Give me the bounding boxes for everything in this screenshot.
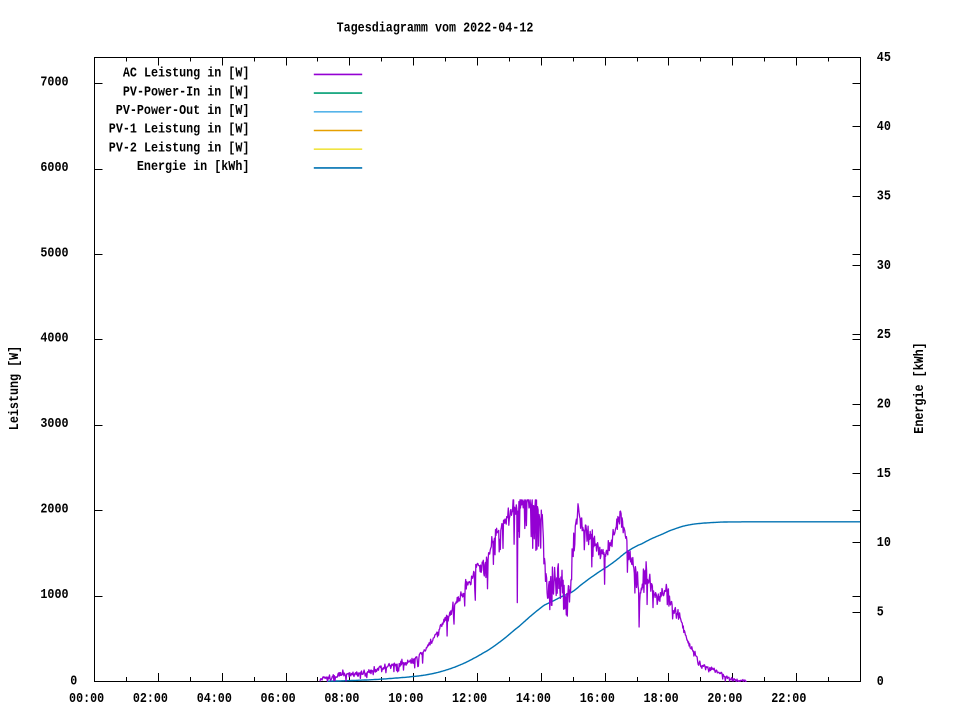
svg-text:00:00: 00:00 [69, 691, 104, 707]
svg-text:5000: 5000 [40, 245, 68, 261]
svg-text:Energie in [kWh]: Energie in [kWh] [137, 159, 250, 175]
svg-text:PV-Power-In in [W]: PV-Power-In in [W] [123, 84, 250, 100]
svg-text:2000: 2000 [40, 501, 68, 517]
svg-text:PV-1 Leistung in [W]: PV-1 Leistung in [W] [109, 122, 250, 138]
svg-text:Tagesdiagramm vom 2022-04-12: Tagesdiagramm vom 2022-04-12 [337, 21, 534, 37]
svg-text:PV-2 Leistung in [W]: PV-2 Leistung in [W] [109, 140, 250, 156]
svg-text:14:00: 14:00 [516, 691, 551, 707]
svg-text:08:00: 08:00 [324, 691, 359, 707]
svg-text:Leistung [W]: Leistung [W] [7, 346, 23, 430]
svg-text:12:00: 12:00 [452, 691, 487, 707]
svg-text:4000: 4000 [40, 331, 68, 347]
svg-text:AC Leistung in [W]: AC Leistung in [W] [123, 66, 250, 82]
svg-text:18:00: 18:00 [644, 691, 679, 707]
svg-text:7000: 7000 [40, 75, 68, 91]
svg-text:15: 15 [877, 466, 891, 482]
svg-text:3000: 3000 [40, 416, 68, 432]
svg-text:1000: 1000 [40, 587, 68, 603]
svg-text:0: 0 [70, 673, 77, 689]
svg-text:20:00: 20:00 [707, 691, 742, 707]
svg-text:30: 30 [877, 258, 891, 274]
svg-text:20: 20 [877, 396, 891, 412]
svg-text:35: 35 [877, 188, 891, 204]
svg-text:40: 40 [877, 119, 891, 135]
svg-text:02:00: 02:00 [133, 691, 168, 707]
svg-text:0: 0 [877, 674, 884, 690]
svg-text:Energie [kWh]: Energie [kWh] [912, 342, 928, 433]
svg-text:6000: 6000 [40, 160, 68, 176]
svg-text:22:00: 22:00 [771, 691, 806, 707]
svg-text:45: 45 [877, 50, 891, 66]
svg-text:10:00: 10:00 [388, 691, 423, 707]
svg-text:16:00: 16:00 [580, 691, 615, 707]
svg-text:PV-Power-Out in [W]: PV-Power-Out in [W] [116, 103, 250, 119]
svg-text:06:00: 06:00 [261, 691, 296, 707]
svg-text:25: 25 [877, 327, 891, 343]
svg-text:5: 5 [877, 604, 884, 620]
svg-text:10: 10 [877, 535, 891, 551]
svg-text:04:00: 04:00 [197, 691, 232, 707]
